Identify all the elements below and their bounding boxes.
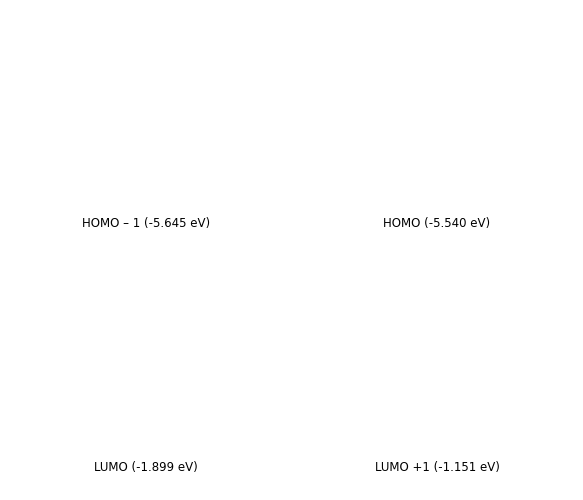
Text: HOMO – 1 (-5.645 eV): HOMO – 1 (-5.645 eV) <box>82 216 210 230</box>
Text: LUMO (-1.899 eV): LUMO (-1.899 eV) <box>94 462 198 474</box>
Text: HOMO (-5.540 eV): HOMO (-5.540 eV) <box>384 216 490 230</box>
Text: LUMO +1 (-1.151 eV): LUMO +1 (-1.151 eV) <box>374 462 500 474</box>
